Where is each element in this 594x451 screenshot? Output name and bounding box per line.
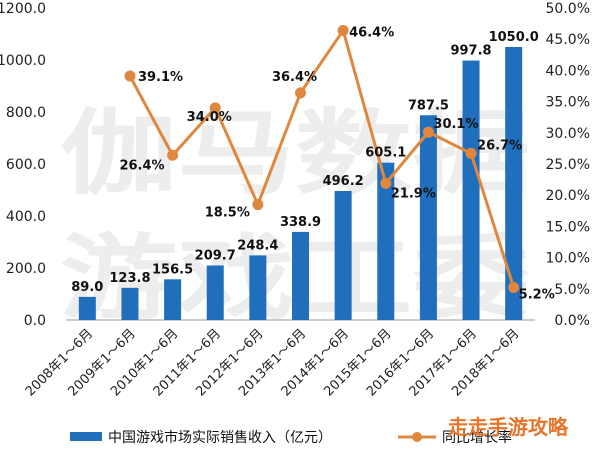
bar <box>377 162 395 320</box>
right-axis-tick-label: 40.0% <box>546 63 590 79</box>
bar-value-label: 248.4 <box>237 238 278 253</box>
bar <box>78 296 96 320</box>
growth-value-label: 21.9% <box>391 186 436 201</box>
bar <box>121 287 139 320</box>
growth-value-label: 36.4% <box>272 70 317 85</box>
right-axis-tick-label: 30.0% <box>546 126 590 142</box>
growth-value-label: 30.1% <box>433 117 478 132</box>
growth-value-label: 5.2% <box>519 288 555 303</box>
growth-value-label: 46.4% <box>349 25 394 40</box>
growth-point <box>380 177 392 189</box>
growth-line <box>128 26 516 289</box>
bar <box>249 255 267 320</box>
bar-value-label: 787.5 <box>408 98 449 113</box>
growth-point <box>124 70 136 82</box>
bar-value-label: 496.2 <box>323 174 364 189</box>
corner-watermark: 走走手游攻略 <box>448 415 569 439</box>
growth-point <box>252 199 264 211</box>
bar-series <box>78 47 523 321</box>
left-axis-tick-label: 1200.0 <box>0 1 46 17</box>
right-axis-tick-label: 10.0% <box>546 251 590 267</box>
legend-bar-swatch <box>70 432 102 441</box>
legend-line-label: 同比增长率 <box>442 429 512 446</box>
bar-value-label: 89.0 <box>71 280 103 295</box>
x-axis-ticks: 2008年1～6月2009年1～6月2010年1～6月2011年1～6月2012… <box>23 326 523 399</box>
left-axis-tick-label: 1000.0 <box>0 53 46 69</box>
growth-point <box>209 102 221 114</box>
watermark-line1: 伽马数据 <box>60 100 530 207</box>
left-axis-tick-label: 0.0 <box>24 313 46 329</box>
growth-point <box>508 282 520 294</box>
growth-point <box>465 147 477 159</box>
bar-value-label: 123.8 <box>109 271 150 286</box>
growth-line-series <box>124 24 520 294</box>
growth-value-label: 34.0% <box>187 110 232 125</box>
bar <box>419 115 437 320</box>
bar-value-label: 156.5 <box>152 262 193 277</box>
left-axis: 0.0 200.0 400.0 600.0 800.0 1000.0 1200.0 <box>0 1 46 329</box>
left-axis-tick-label: 600.0 <box>6 157 46 173</box>
bar-value-label: 605.1 <box>365 146 406 161</box>
bar-value-label: 338.9 <box>280 215 321 230</box>
right-axis-tick-label: 0.0% <box>554 313 590 329</box>
bar <box>334 190 352 320</box>
growth-point <box>422 126 434 138</box>
bar <box>462 60 480 321</box>
bar-value-label: 209.7 <box>195 248 236 263</box>
bar <box>206 265 224 320</box>
legend-line-marker <box>412 432 422 442</box>
right-axis-tick-label: 15.0% <box>546 219 590 235</box>
left-axis-tick-label: 200.0 <box>6 261 46 277</box>
bar <box>292 231 309 320</box>
right-axis-tick-label: 45.0% <box>546 32 590 48</box>
right-axis-tick-label: 20.0% <box>546 188 590 204</box>
left-axis-tick-label: 400.0 <box>6 209 46 225</box>
growth-point <box>337 24 349 36</box>
line-data-labels: 39.1% 26.4% 34.0% 18.5% 36.4% 46.4% 21.9% 30.1%… <box>119 25 554 302</box>
bar-value-label: 1050.0 <box>489 30 539 45</box>
growth-point <box>295 87 306 99</box>
growth-value-label: 39.1% <box>138 70 183 85</box>
right-axis: 0.0% 5.0% 10.0% 15.0% 20.0% 25.0% 30.0% 35.0% 40… <box>546 1 590 329</box>
bar <box>505 47 523 320</box>
right-axis-tick-label: 25.0% <box>546 157 590 173</box>
legend-bar-label: 中国游戏市场实际销售收入（亿元） <box>108 429 332 446</box>
growth-value-label: 26.4% <box>119 158 164 173</box>
right-axis-tick-label: 50.0% <box>546 1 590 17</box>
growth-value-label: 26.7% <box>477 138 522 153</box>
growth-point <box>167 149 179 161</box>
bar-value-label: 997.8 <box>450 44 491 59</box>
bar <box>164 279 182 320</box>
growth-value-label: 18.5% <box>205 206 250 221</box>
right-axis-tick-label: 35.0% <box>546 95 590 111</box>
right-axis-tick-label: 5.0% <box>554 282 590 298</box>
left-axis-tick-label: 800.0 <box>6 105 46 121</box>
legend: 中国游戏市场实际销售收入（亿元） 同比增长率 <box>70 429 512 446</box>
